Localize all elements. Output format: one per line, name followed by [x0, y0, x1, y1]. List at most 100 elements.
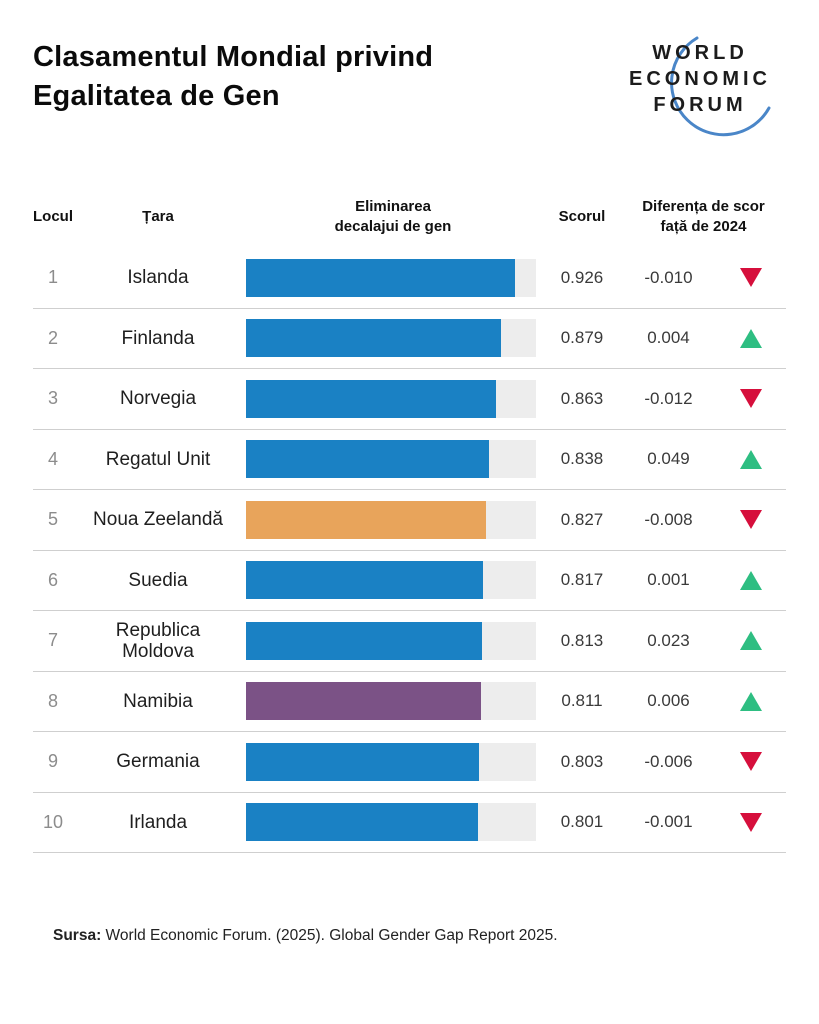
trend-triangle-icon — [740, 510, 762, 530]
score-bar-track — [246, 379, 536, 418]
trend-cell — [716, 268, 786, 288]
column-header-rank: Locul — [33, 208, 73, 225]
country-name: Germania — [116, 751, 200, 773]
score-bar-cell — [243, 742, 543, 781]
trend-triangle-icon — [740, 691, 762, 711]
ranking-table-body: 1 Islanda 0.926 -0.010 2 Finlanda 0.879 — [33, 248, 786, 853]
column-header-score: Scorul — [558, 208, 606, 225]
score-bar-fill — [246, 682, 482, 721]
trend-cell — [716, 510, 786, 530]
score-bar-fill — [246, 379, 497, 418]
score-bar-fill — [246, 561, 483, 600]
table-row: 3 Norvegia 0.863 -0.012 — [33, 369, 786, 430]
trend-cell — [716, 328, 786, 348]
table-row: 7 Republica Moldova 0.813 0.023 — [33, 611, 786, 672]
country-name: Namibia — [123, 690, 193, 712]
score-bar-cell — [243, 500, 543, 539]
trend-triangle-icon — [740, 631, 762, 651]
rank-value: 5 — [47, 509, 58, 530]
score-bar-cell — [243, 440, 543, 479]
rank-value: 7 — [47, 630, 58, 651]
diff-value: -0.001 — [644, 812, 693, 832]
diff-value: 0.001 — [647, 570, 690, 590]
score-bar-track — [246, 561, 536, 600]
wef-logo-line-1: WORLD — [652, 42, 748, 64]
score-value: 0.817 — [560, 570, 604, 590]
table-row: 10 Irlanda 0.801 -0.001 — [33, 793, 786, 853]
score-bar-fill — [246, 319, 501, 358]
diff-value: 0.006 — [647, 691, 690, 711]
source-label: Sursa: — [53, 927, 102, 944]
country-name: Regatul Unit — [105, 448, 211, 470]
table-row: 4 Regatul Unit 0.838 0.049 — [33, 430, 786, 490]
trend-triangle-icon — [740, 328, 762, 348]
score-bar-track — [246, 682, 536, 721]
rank-value: 10 — [42, 811, 64, 832]
table-row: 8 Namibia 0.811 0.006 — [33, 672, 786, 732]
table-row: 1 Islanda 0.926 -0.010 — [33, 248, 786, 309]
score-bar-track — [246, 319, 536, 358]
trend-triangle-icon — [740, 389, 762, 409]
diff-value: -0.008 — [644, 509, 693, 529]
rank-value: 1 — [47, 267, 58, 288]
trend-triangle-icon — [740, 752, 762, 772]
score-bar-cell — [243, 258, 543, 297]
score-bar-fill — [246, 742, 479, 781]
wef-logo-line-2: ECONOMIC — [629, 68, 771, 90]
trend-cell — [716, 631, 786, 651]
score-value: 0.863 — [560, 388, 604, 408]
score-bar-cell — [243, 379, 543, 418]
score-bar-fill — [246, 621, 482, 660]
country-name: Republica Moldova — [115, 619, 201, 662]
page-header: Clasamentul Mondial privind Egalitatea d… — [0, 0, 819, 144]
trend-triangle-icon — [740, 449, 762, 469]
trend-triangle-icon — [740, 570, 762, 590]
trend-cell — [716, 812, 786, 832]
score-bar-fill — [246, 500, 486, 539]
score-value: 0.879 — [560, 328, 604, 348]
score-bar-cell — [243, 561, 543, 600]
rank-value: 2 — [47, 327, 58, 348]
trend-cell — [716, 570, 786, 590]
score-value: 0.801 — [560, 812, 604, 832]
score-bar-cell — [243, 319, 543, 358]
score-bar-cell — [243, 803, 543, 842]
wef-logo-text: WORLD ECONOMIC FORUM — [611, 32, 789, 118]
page-title: Clasamentul Mondial privind Egalitatea d… — [33, 41, 434, 112]
table-row: 9 Germania 0.803 -0.006 — [33, 732, 786, 793]
rank-value: 8 — [47, 690, 58, 711]
trend-triangle-icon — [740, 268, 762, 288]
score-bar-track — [246, 742, 536, 781]
score-value: 0.811 — [561, 691, 603, 711]
country-name: Norvegia — [119, 388, 197, 410]
country-name: Finlanda — [121, 327, 195, 349]
score-value: 0.827 — [560, 509, 604, 529]
score-bar-cell — [243, 682, 543, 721]
table-row: 5 Noua Zeelandă 0.827 -0.008 — [33, 490, 786, 551]
trend-cell — [716, 691, 786, 711]
rank-value: 4 — [47, 448, 58, 469]
rank-value: 9 — [47, 751, 58, 772]
score-bar-track — [246, 803, 536, 842]
country-name: Suedia — [128, 569, 188, 591]
rank-value: 6 — [47, 569, 58, 590]
table-header-row: Locul Țara Eliminarea decalajui de gen S… — [33, 186, 819, 248]
score-value: 0.838 — [560, 449, 604, 469]
diff-value: -0.006 — [644, 751, 693, 771]
trend-triangle-icon — [740, 812, 762, 832]
wef-logo-arc-icon — [670, 36, 771, 137]
wef-logo-line-3: FORUM — [653, 94, 747, 116]
diff-value: 0.049 — [647, 449, 690, 469]
table-row: 2 Finlanda 0.879 0.004 — [33, 309, 786, 369]
score-bar-track — [246, 500, 536, 539]
score-bar-fill — [246, 803, 479, 842]
wef-logo: WORLD ECONOMIC FORUM — [611, 32, 789, 144]
column-header-country: Țara — [142, 208, 174, 225]
score-bar-cell — [243, 621, 543, 660]
score-bar-fill — [246, 258, 515, 297]
source-note: Sursa: World Economic Forum. (2025). Glo… — [53, 927, 558, 945]
trend-cell — [716, 752, 786, 772]
score-value: 0.803 — [560, 751, 604, 771]
diff-value: 0.004 — [647, 328, 690, 348]
